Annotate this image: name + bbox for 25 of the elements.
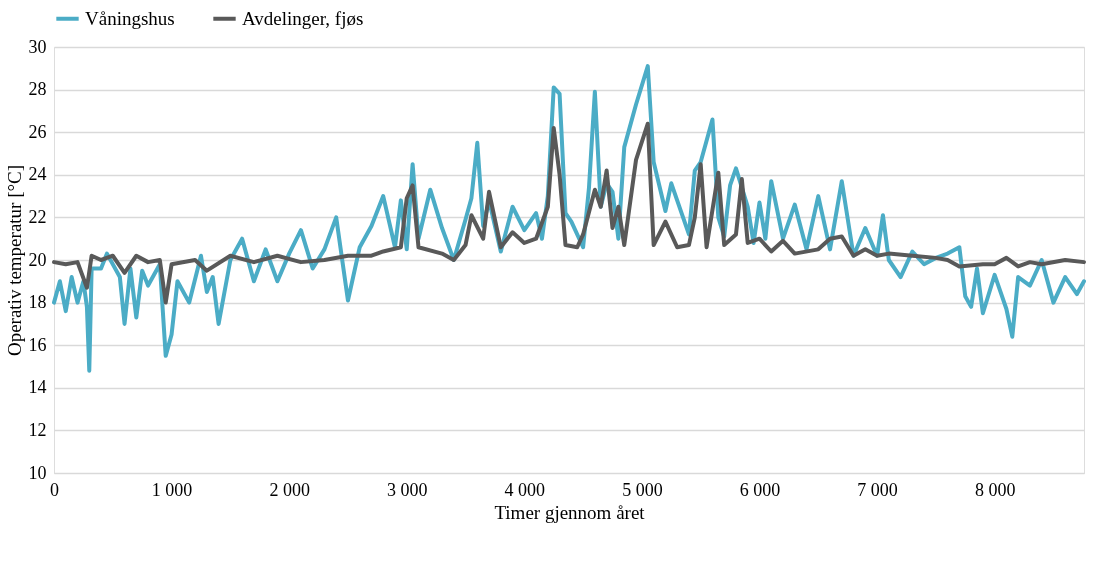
legend-label: Våningshus [85, 7, 175, 29]
y-tick-label: 16 [28, 334, 47, 355]
x-axis-title: Timer gjennom året [494, 501, 646, 523]
x-tick-label: 1 000 [151, 479, 193, 500]
y-tick-label: 10 [28, 462, 47, 483]
y-tick-label: 20 [28, 249, 47, 270]
y-tick-label: 30 [28, 36, 47, 57]
y-tick-label: 14 [28, 377, 47, 398]
y-tick-label: 22 [28, 206, 47, 227]
legend-label: Avdelinger, fjøs [242, 7, 364, 29]
x-tick-label: 7 000 [857, 479, 898, 500]
y-tick-label: 12 [28, 419, 47, 440]
x-tick-label: 8 000 [974, 479, 1016, 500]
x-tick-label: 0 [50, 479, 59, 500]
y-tick-label: 18 [28, 292, 47, 313]
line-series [52, 121, 1086, 305]
y-tick-label: 26 [28, 121, 47, 142]
x-tick-label: 6 000 [739, 479, 781, 500]
x-tick-label: 2 000 [269, 479, 310, 500]
y-axis-title: Operativ temperatur [°C] [3, 164, 25, 357]
y-tick-label: 28 [28, 79, 47, 100]
x-tick-label: 5 000 [622, 479, 663, 500]
x-tick-label: 3 000 [386, 479, 428, 500]
x-tick-label: 4 000 [504, 479, 546, 500]
y-tick-label: 24 [28, 164, 47, 185]
